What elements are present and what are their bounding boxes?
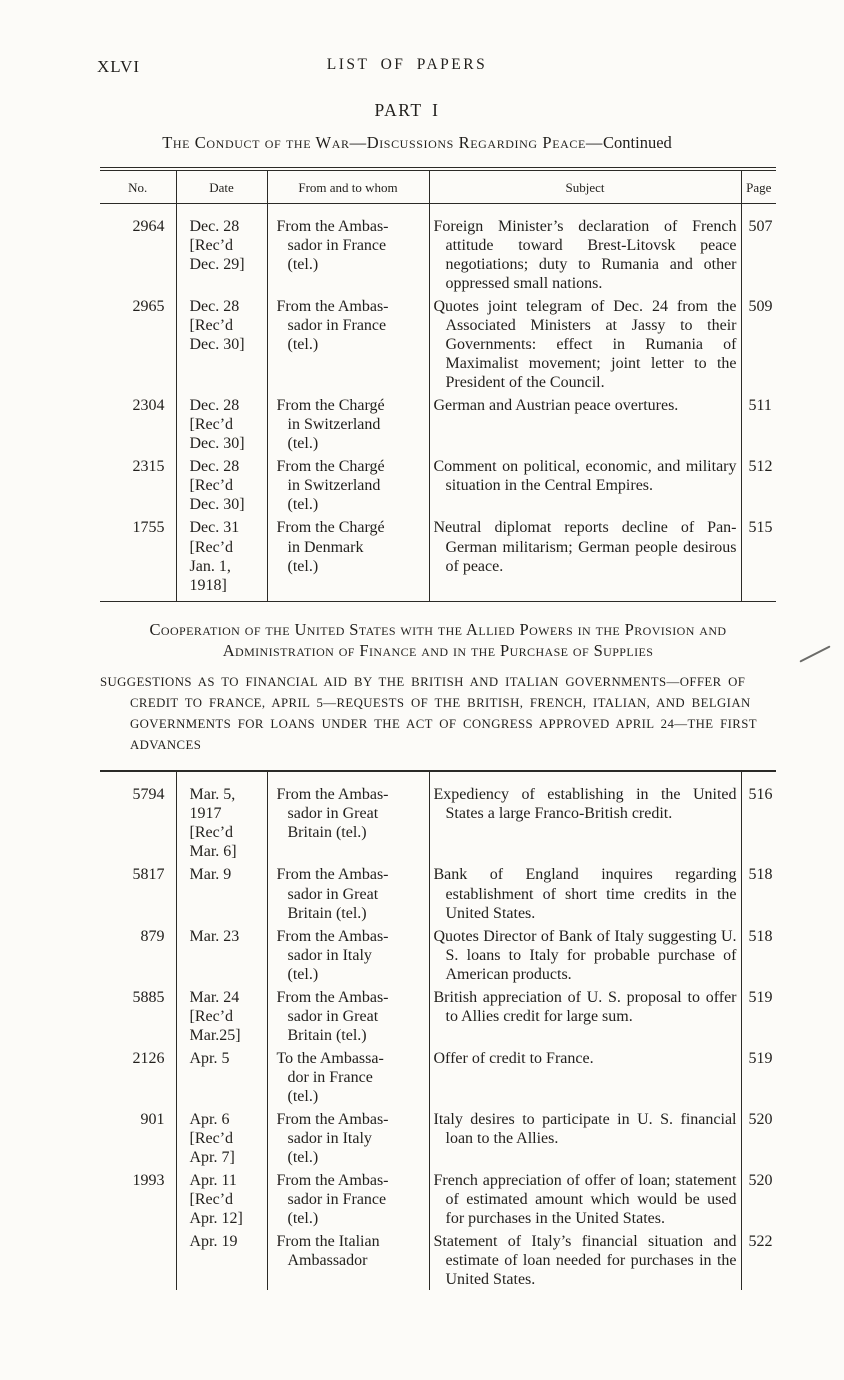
page-folio: XLVI — [97, 57, 141, 76]
paper-number: 2315 — [132, 458, 165, 476]
paper-number: 879 — [140, 927, 165, 945]
paper-from: From the Ambas- sador in Italy (tel.) — [266, 1106, 429, 1168]
table-row: 1993 Apr. 11 [Rec’d Apr. 12] From the Am… — [100, 1167, 776, 1230]
paper-from: To the Ambassa- dor in France (tel.) — [266, 1045, 429, 1107]
pencil-mark-artifact — [799, 645, 831, 663]
table-row: 2315 Dec. 28 [Rec’d Dec. 30] From the Ch… — [100, 454, 776, 516]
paper-page: 509 — [740, 294, 776, 394]
table-row: 901 Apr. 6 [Rec’d Apr. 7] From the Ambas… — [100, 1106, 776, 1168]
paper-from: From the Chargé in Switzerland (tel.) — [266, 454, 429, 516]
paper-date: Dec. 31 [Rec’d Jan. 1, 1918] — [175, 515, 267, 602]
section-heading-finance-cooperation: Cooperation of the United States with th… — [149, 619, 727, 661]
paper-page: 520 — [740, 1106, 776, 1168]
paper-page: 511 — [740, 393, 776, 455]
paper-number: 5794 — [132, 786, 165, 804]
paper-subject: British appreciation of U. S. proposal t… — [428, 984, 741, 1046]
paper-subject: Offer of credit to France. — [428, 1045, 741, 1107]
paper-subject: German and Austrian peace overtures. — [428, 393, 741, 455]
paper-subject: Statement of Italy’s financial situation… — [428, 1229, 741, 1291]
paper-from: From the Ambas- sador in Great Britain (… — [266, 771, 429, 863]
table-row: 2304 Dec. 28 [Rec’d Dec. 30] From the Ch… — [100, 393, 776, 455]
paper-from: From the Ambas- sador in Great Britain (… — [266, 862, 429, 924]
paper-date: Dec. 28 [Rec’d Dec. 30] — [175, 294, 267, 394]
paper-from: From the Italian Ambassador — [266, 1229, 429, 1291]
section-title-continued: Continued — [603, 133, 672, 152]
paper-page: 520 — [740, 1167, 776, 1230]
paper-number: 1755 — [132, 519, 165, 537]
paper-from: From the Ambas- sador in France (tel.) — [266, 294, 429, 394]
column-header-subject: Subject — [428, 169, 741, 204]
paper-date: Apr. 11 [Rec’d Apr. 12] — [175, 1167, 267, 1230]
column-header-from: From and to whom — [266, 169, 429, 204]
paper-number: 2304 — [132, 397, 165, 415]
paper-number: 2965 — [132, 298, 165, 316]
section-subheading-financial-aid: SUGGESTIONS AS TO FINANCIAL AID BY THE B… — [100, 675, 757, 752]
paper-page: 519 — [740, 984, 776, 1046]
paper-subject: Comment on political, economic, and mili… — [428, 454, 741, 516]
paper-subject: Expediency of establishing in the United… — [428, 771, 741, 863]
paper-subject: Foreign Minister’s declaration of French… — [428, 203, 741, 295]
table-row: 2126 Apr. 5 To the Ambassa- dor in Franc… — [100, 1045, 776, 1107]
paper-from: From the Chargé in Denmark (tel.) — [266, 515, 429, 602]
paper-subject: French appreciation of offer of loan; st… — [428, 1167, 741, 1230]
table-row: Apr. 19 From the Italian Ambassador Stat… — [100, 1229, 776, 1291]
paper-from: From the Ambas- sador in Italy (tel.) — [266, 923, 429, 985]
table-row: 2964 Dec. 28 [Rec’d Dec. 29] From the Am… — [100, 203, 776, 295]
paper-subject: Italy desires to participate in U. S. fi… — [428, 1106, 741, 1168]
paper-date: Dec. 28 [Rec’d Dec. 29] — [175, 203, 267, 295]
paper-page: 519 — [740, 1045, 776, 1107]
table-header-row: No. Date From and to whom Subject Page — [100, 169, 776, 204]
running-head: LIST OF PAPERS — [326, 56, 488, 73]
paper-date: Apr. 19 — [175, 1229, 267, 1291]
paper-page: 518 — [740, 923, 776, 985]
page-content: No. Date From and to whom Subject Page 2… — [100, 167, 776, 1291]
paper-number: 5885 — [132, 988, 165, 1006]
section-title-main: The Conduct of the War—Discussions Regar… — [162, 133, 604, 152]
column-header-page: Page — [740, 169, 776, 204]
papers-table-finance: 5794 Mar. 5, 1917 [Rec’d Mar. 6] From th… — [100, 770, 776, 1291]
paper-date: Apr. 5 — [175, 1045, 267, 1107]
paper-from: From the Chargé in Switzerland (tel.) — [266, 393, 429, 455]
paper-date: Dec. 28 [Rec’d Dec. 30] — [175, 454, 267, 516]
paper-number: 5817 — [132, 866, 165, 884]
paper-subject: Neutral diplomat reports decline of Pan-… — [428, 515, 741, 602]
paper-from: From the Ambas- sador in France (tel.) — [266, 203, 429, 295]
paper-number: 901 — [140, 1110, 165, 1128]
column-header-no: No. — [100, 169, 176, 204]
paper-page: 507 — [740, 203, 776, 295]
section-title: The Conduct of the War—Discussions Regar… — [0, 133, 834, 153]
paper-number: 2964 — [132, 218, 165, 235]
papers-table-conduct-of-war: No. Date From and to whom Subject Page 2… — [100, 167, 776, 602]
table-row: 5885 Mar. 24 [Rec’d Mar.25] From the Amb… — [100, 984, 776, 1046]
paper-page: 512 — [740, 454, 776, 516]
table-row: 1755 Dec. 31 [Rec’d Jan. 1, 1918] From t… — [100, 515, 776, 602]
paper-page: 522 — [740, 1229, 776, 1291]
table-row: 879 Mar. 23 From the Ambas- sador in Ita… — [100, 923, 776, 985]
paper-page: 518 — [740, 862, 776, 924]
paper-subject: Bank of England inquires regarding estab… — [428, 862, 741, 924]
table-row: 5817 Mar. 9 From the Ambas- sador in Gre… — [100, 862, 776, 924]
column-header-date: Date — [175, 169, 267, 204]
part-title: PART I — [374, 100, 440, 120]
paper-date: Mar. 23 — [175, 923, 267, 985]
paper-subject: Quotes Director of Bank of Italy suggest… — [428, 923, 741, 985]
paper-page: 516 — [740, 771, 776, 863]
paper-number — [100, 1229, 176, 1290]
paper-page: 515 — [740, 515, 776, 602]
table-row: 2965 Dec. 28 [Rec’d Dec. 30] From the Am… — [100, 294, 776, 394]
table-row: 5794 Mar. 5, 1917 [Rec’d Mar. 6] From th… — [100, 771, 776, 863]
paper-date: Apr. 6 [Rec’d Apr. 7] — [175, 1106, 267, 1168]
paper-number: 2126 — [132, 1049, 165, 1067]
paper-date: Dec. 28 [Rec’d Dec. 30] — [175, 393, 267, 455]
paper-from: From the Ambas- sador in France (tel.) — [266, 1167, 429, 1230]
paper-date: Mar. 5, 1917 [Rec’d Mar. 6] — [175, 771, 267, 863]
paper-date: Mar. 24 [Rec’d Mar.25] — [175, 984, 267, 1046]
paper-number: 1993 — [132, 1171, 165, 1189]
paper-date: Mar. 9 — [175, 862, 267, 924]
paper-subject: Quotes joint telegram of Dec. 24 from th… — [428, 294, 741, 394]
paper-from: From the Ambas- sador in Great Britain (… — [266, 984, 429, 1046]
